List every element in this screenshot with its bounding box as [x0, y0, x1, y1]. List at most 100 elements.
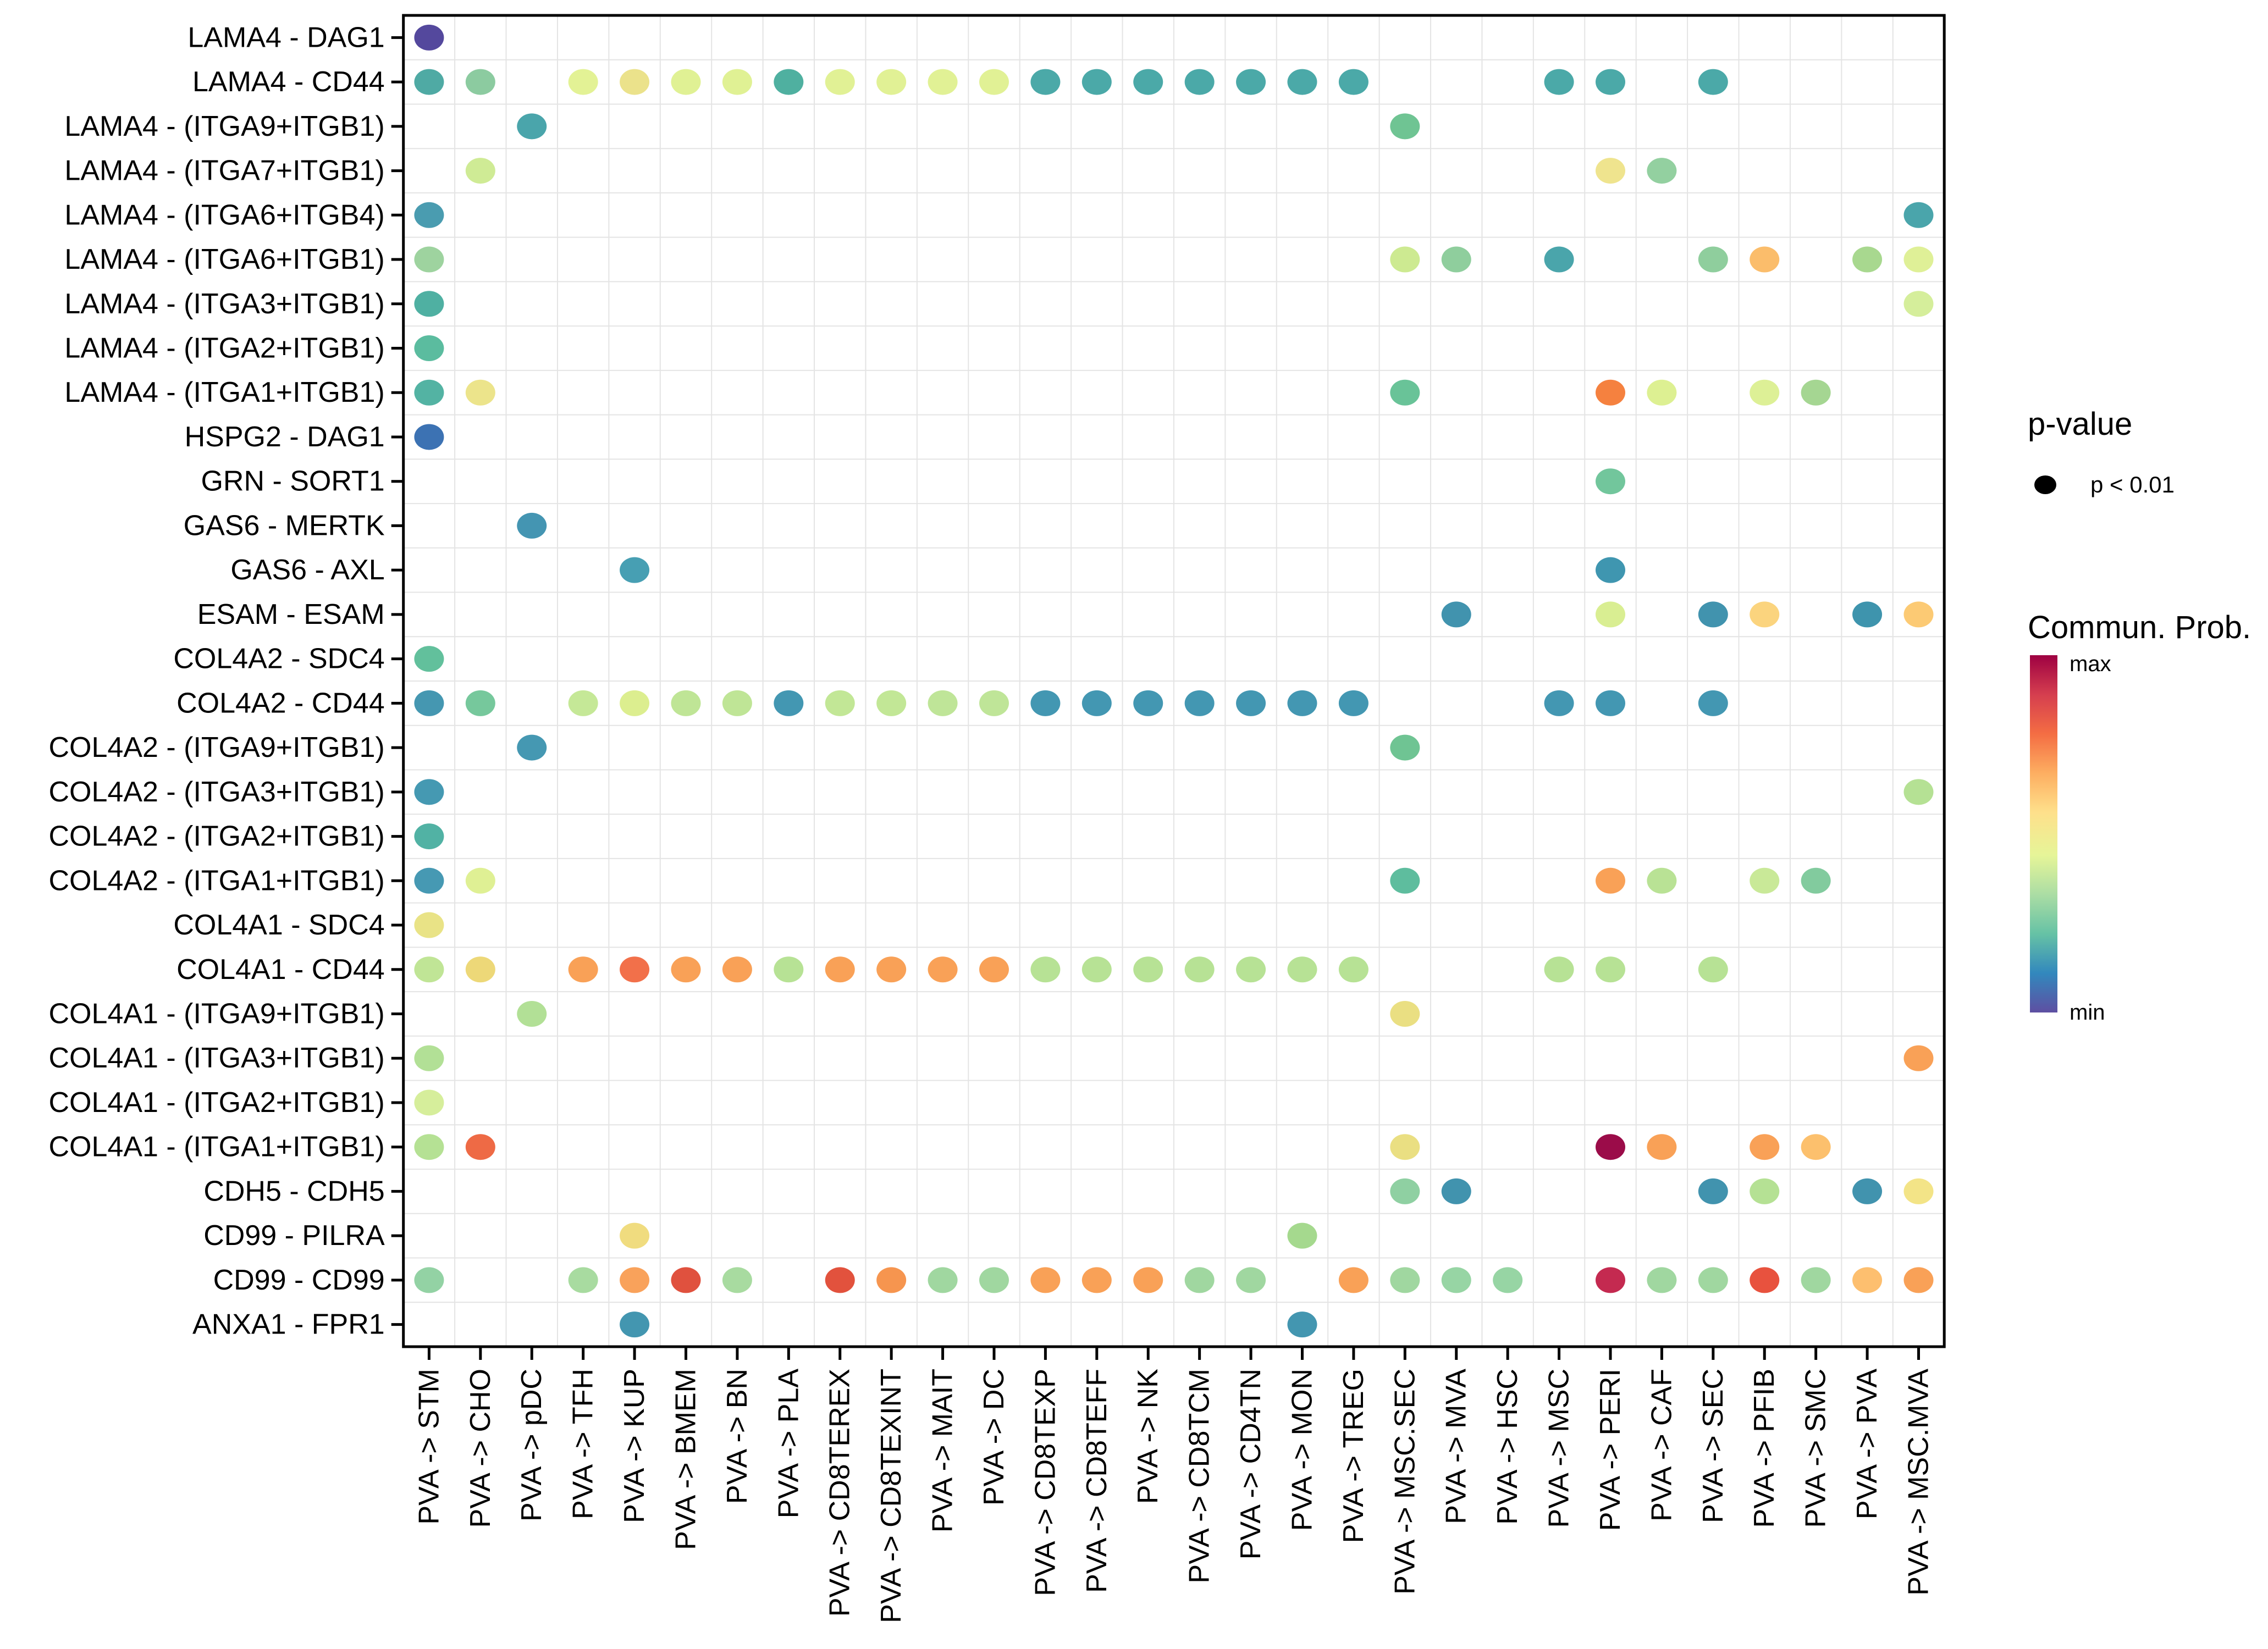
data-point [671, 1267, 701, 1293]
data-point [876, 1267, 907, 1293]
data-point [979, 69, 1009, 95]
data-point [568, 69, 598, 95]
data-point [1441, 601, 1471, 628]
data-point [414, 1134, 444, 1160]
y-tick-label: COL4A2 - SDC4 [173, 643, 384, 675]
data-point [465, 379, 495, 406]
data-point [414, 379, 444, 406]
x-tick-label: PVA -> CD8TEFF [1081, 1369, 1113, 1593]
data-point [1030, 956, 1061, 983]
y-tick-label: CD99 - PILRA [203, 1220, 385, 1252]
data-point [1184, 69, 1215, 95]
y-tick-label: COL4A1 - SDC4 [173, 909, 384, 941]
data-point [722, 69, 752, 95]
pvalue-legend-item: p < 0.01 [2034, 472, 2175, 498]
data-point [1698, 69, 1728, 95]
data-point [568, 1267, 598, 1293]
data-point [671, 690, 701, 716]
data-point [1903, 1178, 1934, 1204]
data-point [774, 956, 804, 983]
data-point [1750, 867, 1780, 894]
data-point [1647, 1134, 1677, 1160]
data-point [414, 823, 444, 850]
data-point [1287, 1312, 1317, 1338]
data-point [825, 1267, 855, 1293]
data-point [1852, 1267, 1883, 1293]
y-tick-label: LAMA4 - (ITGA6+ITGB1) [64, 244, 384, 275]
y-tick-label: GAS6 - AXL [230, 554, 384, 586]
data-point [1903, 601, 1934, 628]
data-point [1081, 956, 1112, 983]
data-point [1750, 1267, 1780, 1293]
data-point [414, 202, 444, 228]
data-point [1750, 601, 1780, 628]
colorbar-gradient [2030, 655, 2057, 1012]
data-point [517, 512, 547, 539]
data-point [979, 1267, 1009, 1293]
data-point [1081, 1267, 1112, 1293]
data-point [1595, 1134, 1625, 1160]
data-point [1338, 956, 1368, 983]
data-point [1030, 69, 1061, 95]
data-point [1236, 1267, 1266, 1293]
data-point [1338, 1267, 1368, 1293]
y-tick-label: GAS6 - MERTK [184, 510, 385, 541]
y-tick-label: COL4A1 - (ITGA1+ITGB1) [49, 1131, 385, 1163]
x-tick-label: PVA -> SMC [1800, 1369, 1832, 1528]
y-tick-label: LAMA4 - (ITGA7+ITGB1) [64, 155, 384, 187]
data-point [414, 291, 444, 317]
x-tick-label: PVA -> MSC.SEC [1389, 1369, 1421, 1595]
data-point [825, 956, 855, 983]
data-point [1030, 690, 1061, 716]
data-point [465, 867, 495, 894]
data-point [928, 690, 958, 716]
data-point [774, 690, 804, 716]
data-point [1544, 246, 1574, 273]
data-point [1133, 956, 1163, 983]
data-point [1801, 379, 1831, 406]
x-tick-label: PVA -> BMEM [670, 1369, 702, 1550]
data-point [825, 69, 855, 95]
data-point [414, 24, 444, 51]
x-tick-label: PVA -> MSC.MVA [1902, 1369, 1934, 1596]
pvalue-dot-icon [2034, 475, 2056, 494]
data-point [1236, 690, 1266, 716]
colorbar-legend: max min [2030, 652, 2111, 1025]
x-tick-label: PVA -> HSC [1492, 1369, 1524, 1525]
data-point [1236, 69, 1266, 95]
data-point [1903, 246, 1934, 273]
data-point [1750, 1178, 1780, 1204]
data-point [1698, 1267, 1728, 1293]
y-tick-label: COL4A1 - (ITGA3+ITGB1) [49, 1042, 385, 1074]
y-tick-label: COL4A1 - (ITGA9+ITGB1) [49, 998, 385, 1030]
data-point [620, 1312, 650, 1338]
colorbar-max-label: max [2070, 652, 2111, 676]
x-tick-label: PVA -> CD8TEXINT [875, 1369, 907, 1623]
y-tick-label: LAMA4 - CD44 [192, 66, 385, 98]
data-point [1903, 1267, 1934, 1293]
data-point [1750, 246, 1780, 273]
x-tick-label: PVA -> PFIB [1748, 1369, 1780, 1528]
y-tick-label: LAMA4 - (ITGA3+ITGB1) [64, 288, 384, 320]
data-point [979, 690, 1009, 716]
data-point [1544, 690, 1574, 716]
data-point [1801, 867, 1831, 894]
data-point [1903, 202, 1934, 228]
data-point [414, 912, 444, 938]
data-point [1287, 956, 1317, 983]
data-point [1081, 69, 1112, 95]
data-point [1390, 1267, 1420, 1293]
data-point [1133, 69, 1163, 95]
data-point [1698, 1178, 1728, 1204]
data-point [465, 158, 495, 184]
data-point [928, 69, 958, 95]
data-point [1750, 379, 1780, 406]
x-tick-label: PVA -> STM [413, 1369, 445, 1525]
data-point [568, 690, 598, 716]
data-point [1852, 1178, 1883, 1204]
data-point [414, 1045, 444, 1071]
x-tick-label: PVA -> BN [721, 1369, 753, 1504]
data-point [876, 690, 907, 716]
data-point [1493, 1267, 1523, 1293]
